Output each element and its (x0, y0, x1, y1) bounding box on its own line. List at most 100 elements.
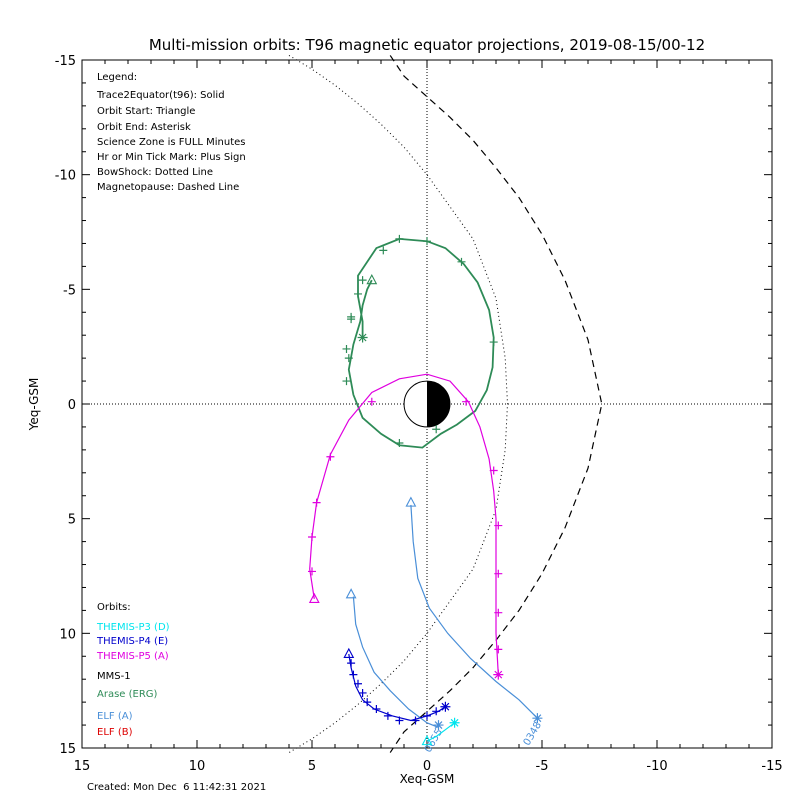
orbit-legend-item: THEMIS-P4 (E) (96, 636, 168, 647)
legend-line: Science Zone is FULL Minutes (97, 137, 246, 148)
legend-line: Trace2Equator(t96): Solid (96, 90, 225, 101)
orbit-legend-item: THEMIS-P3 (D) (96, 622, 170, 633)
tick-mark (494, 645, 503, 654)
legend-line: BowShock: Dotted Line (97, 167, 213, 178)
footer-created: Created: Mon Dec 6 11:42:31 2021 (87, 782, 266, 793)
orbit-track (421, 717, 460, 746)
legend-line: Magnetopause: Dashed Line (97, 182, 239, 193)
legend-heading: Legend: (97, 72, 137, 83)
y-tick-label: -15 (55, 54, 76, 69)
orbit-end-asterisk (433, 720, 444, 731)
orbit-line (410, 504, 538, 719)
tick-mark (349, 670, 358, 679)
orbit-end-asterisk (532, 713, 543, 724)
orbit-end-asterisk (493, 669, 504, 680)
tick-mark (372, 705, 381, 714)
earth (403, 380, 451, 428)
tick-mark (308, 567, 316, 576)
tick-mark (326, 452, 335, 461)
orbit-track: 0348 (405, 496, 544, 748)
tick-mark (358, 688, 367, 697)
x-tick-label: -15 (761, 759, 782, 774)
orbit-start-triangle (308, 592, 320, 603)
tick-mark (423, 711, 431, 720)
y-tick-label: 5 (68, 513, 76, 528)
orbit-time-label: 0348 (522, 720, 544, 748)
legend-line: Orbit End: Asterisk (97, 122, 191, 133)
x-tick-label: 10 (189, 759, 206, 774)
tick-mark (423, 237, 431, 246)
orbits-legend: Orbits: THEMIS-P3 (D) THEMIS-P4 (E) THEM… (96, 602, 170, 738)
y-axis-label: Yeq-GSM (27, 378, 41, 432)
plot-title: Multi-mission orbits: T96 magnetic equat… (149, 36, 705, 54)
earth-nightside (427, 381, 450, 427)
x-tick-label: -5 (536, 759, 549, 774)
tick-mark (383, 711, 392, 720)
tick-mark (358, 276, 367, 285)
orbit-track (308, 373, 504, 680)
orbit-legend-item: THEMIS-P5 (A) (96, 651, 169, 662)
tick-mark (489, 338, 498, 347)
tick-mark (354, 289, 362, 298)
tick-mark (347, 315, 356, 324)
orbit-line (347, 237, 495, 449)
tick-mark (494, 569, 503, 578)
legend-box: Legend: Trace2Equator(t96): Solid Orbit … (96, 72, 246, 193)
tick-mark (342, 344, 351, 353)
tick-mark (432, 707, 441, 716)
x-tick-label: 0 (423, 759, 431, 774)
orbit-start-triangle (366, 273, 378, 285)
tick-mark (432, 425, 441, 434)
tick-mark (395, 716, 404, 725)
tick-mark (344, 354, 353, 363)
orbit-track: 0655 (345, 588, 445, 755)
tick-mark (379, 246, 388, 255)
orbit-line (426, 722, 455, 742)
orbit-start-triangle (405, 496, 417, 507)
orbit-start-triangle (421, 734, 433, 746)
orbit-series: 0348 0655 (308, 234, 544, 755)
orbit-legend-item: ELF (B) (97, 727, 133, 738)
orbit-legend-item: MMS-1 (97, 671, 131, 682)
orbit-end-asterisk (357, 332, 368, 343)
orbit-line (352, 596, 439, 728)
orbit-time-label: 0655 (423, 727, 445, 755)
tick-mark (395, 438, 404, 447)
orbit-line (309, 373, 499, 675)
orbit-end-asterisk (440, 701, 451, 712)
bowshock-line (288, 54, 509, 754)
tick-mark (308, 533, 316, 542)
y-tick-label: -10 (55, 169, 76, 184)
tick-mark (354, 679, 362, 688)
orbit-line (348, 653, 446, 722)
tick-mark (367, 397, 376, 406)
tick-mark (312, 498, 321, 507)
tick-mark (494, 608, 503, 617)
magnetopause-line (389, 55, 603, 753)
y-tick-label: 0 (68, 398, 76, 413)
x-tick-label: -10 (646, 759, 667, 774)
boundaries (288, 54, 603, 754)
orbit-start-triangle (345, 588, 357, 599)
orbit-track (342, 234, 498, 449)
tick-mark (462, 397, 471, 406)
x-axis-label: Xeq-GSM (400, 772, 455, 786)
y-tick-label: 10 (59, 627, 76, 642)
orbit-start-triangle (343, 647, 355, 659)
tick-mark (494, 521, 503, 530)
legend-line: Hr or Min Tick Mark: Plus Sign (97, 152, 246, 163)
tick-mark (411, 716, 420, 725)
y-tick-label: -5 (63, 283, 76, 298)
tick-mark (489, 466, 498, 475)
y-tick-label: 15 (59, 742, 76, 757)
orbit-end-asterisk (449, 717, 460, 728)
x-tick-label: 15 (74, 759, 91, 774)
orbit-legend-item: Arase (ERG) (97, 689, 158, 700)
axes: 15 10 5 0 -5 -10 -15 -15 -10 -5 0 5 10 15 (55, 54, 783, 774)
orbit-track (343, 647, 451, 725)
tick-mark (457, 257, 466, 266)
legend-line: Orbit Start: Triangle (97, 106, 195, 117)
orbit-legend-item: ELF (A) (97, 711, 133, 722)
tick-mark (363, 698, 372, 707)
